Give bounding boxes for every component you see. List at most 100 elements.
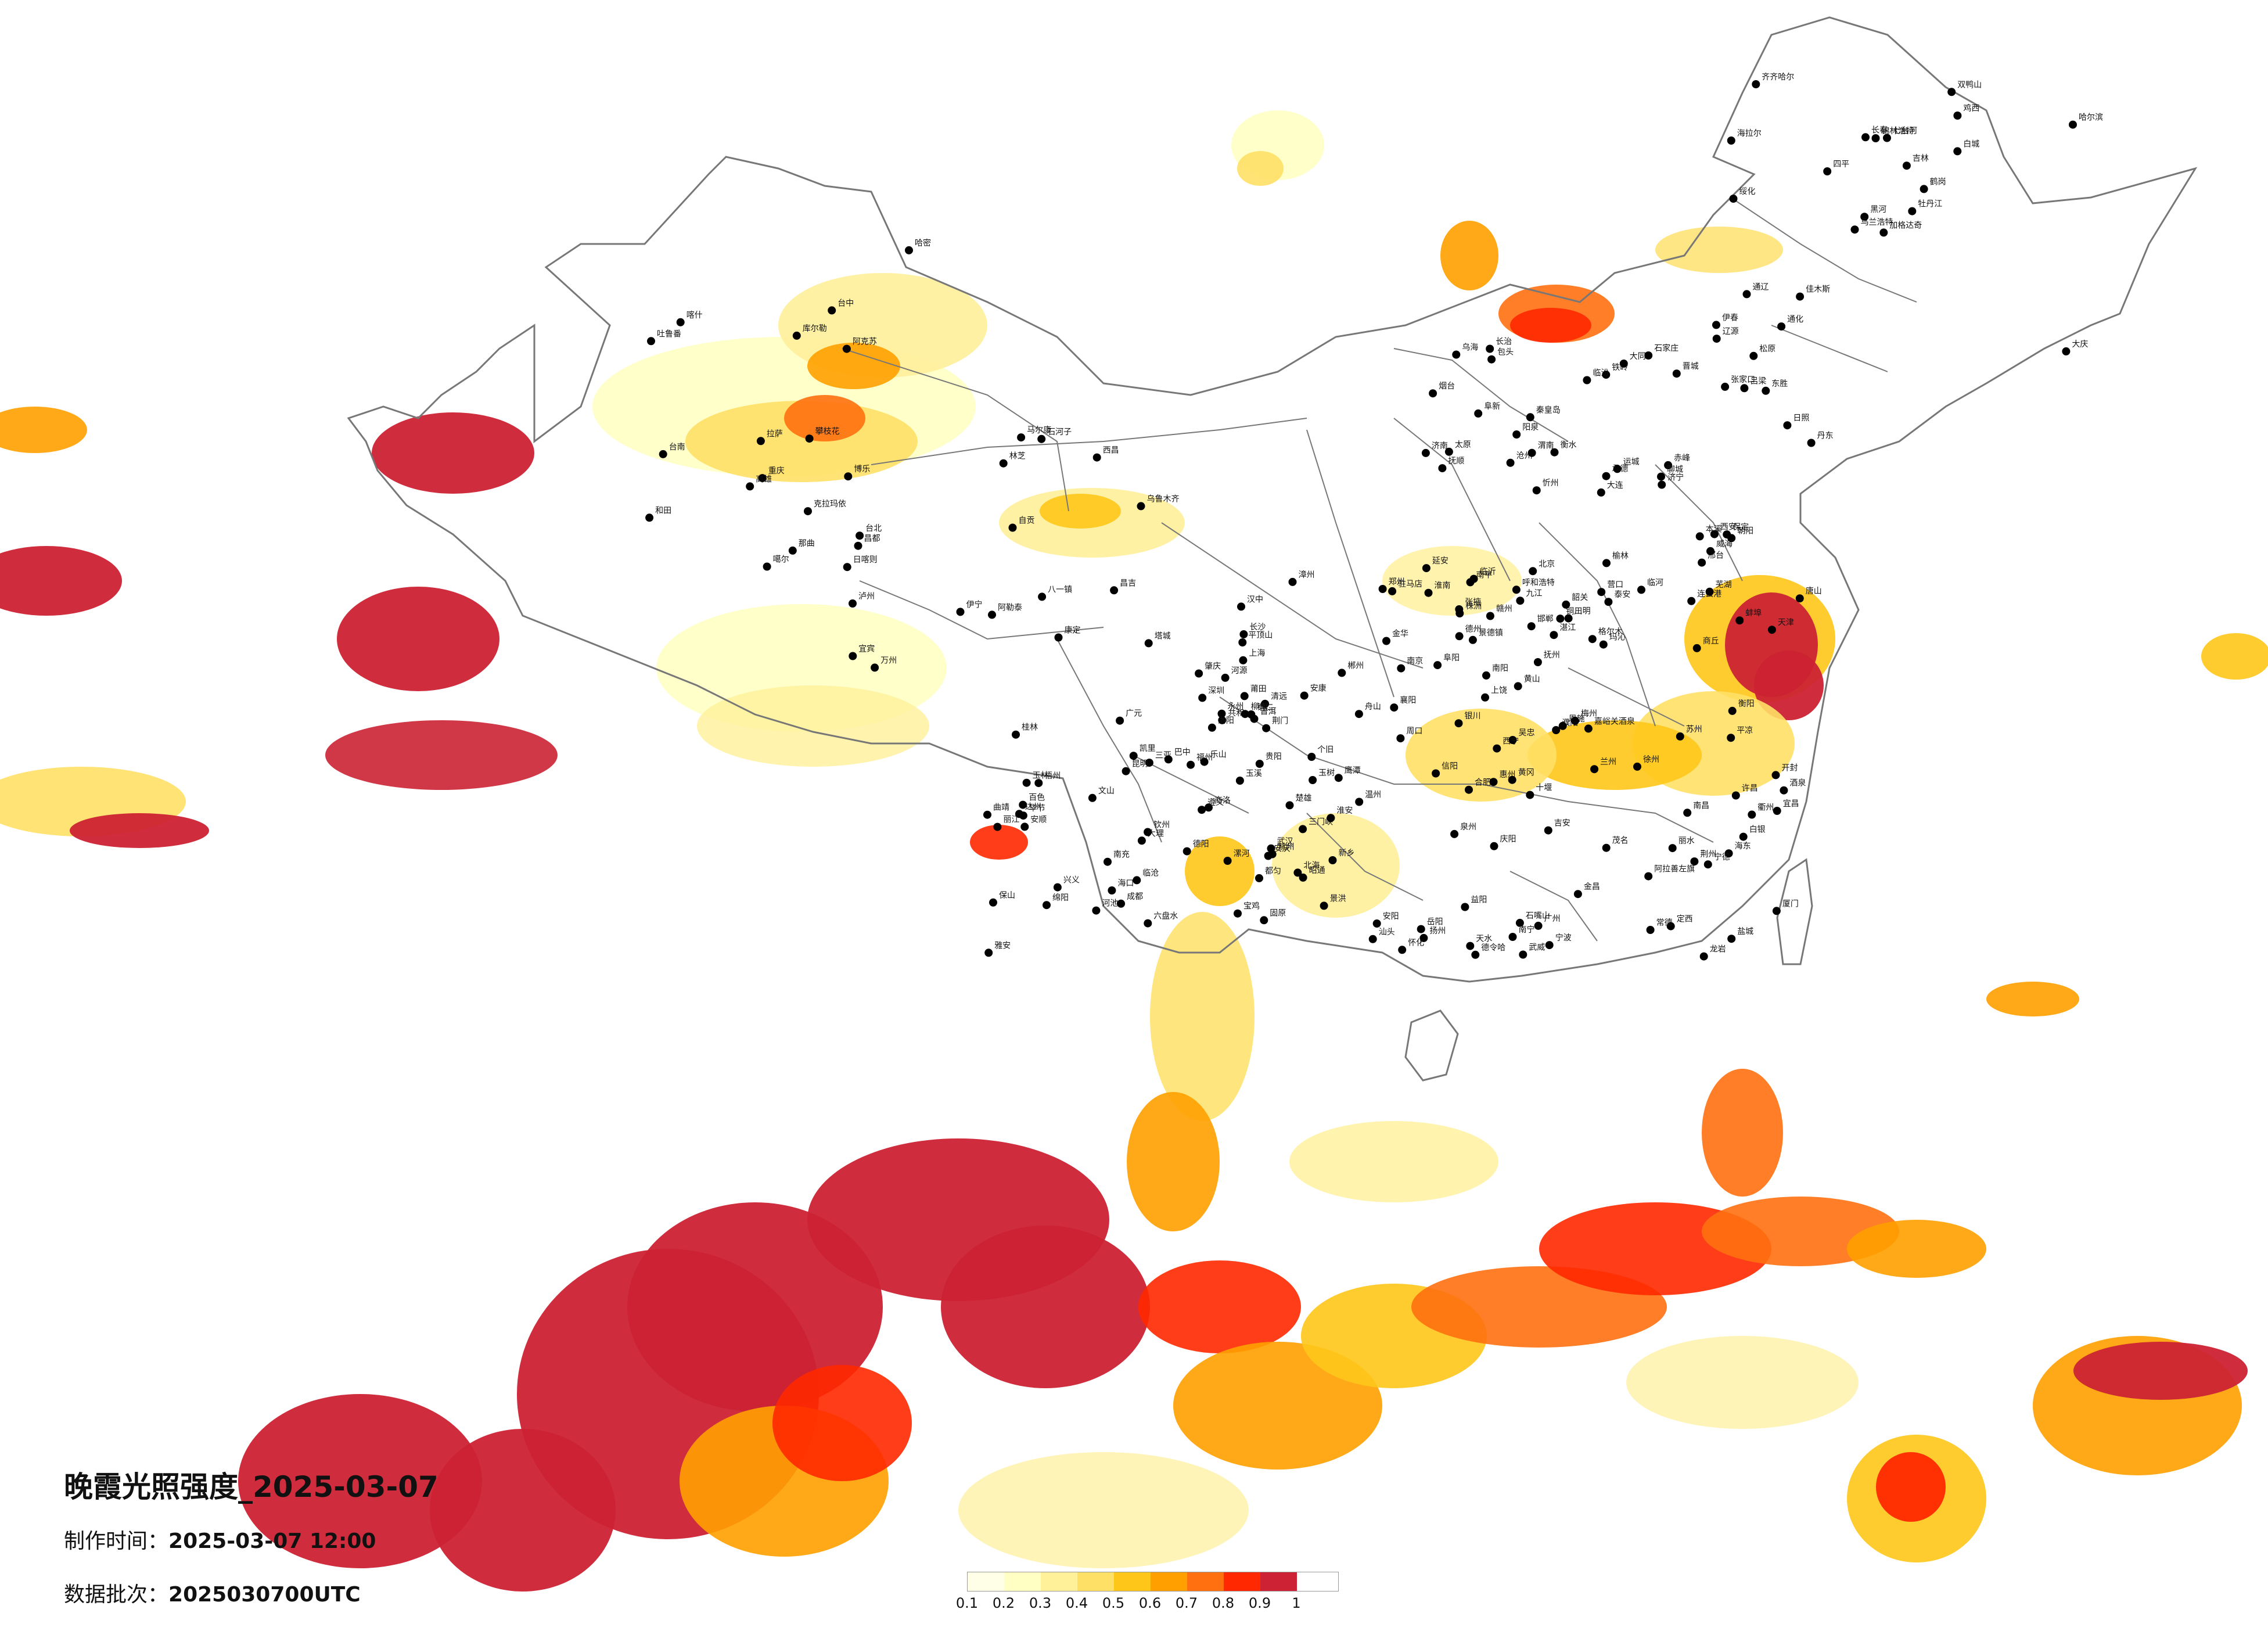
city-dot <box>1466 578 1475 587</box>
province-border <box>1539 522 1656 727</box>
city-label: 自贡 <box>1019 516 1035 526</box>
city-dot <box>1455 632 1464 641</box>
city-label: 武汉 <box>1277 837 1293 846</box>
province-borders <box>347 16 2198 1082</box>
city-dot <box>1783 421 1792 430</box>
city-dot <box>1288 577 1297 586</box>
city-marker: 白银 <box>1739 825 1766 841</box>
province-border <box>1306 813 1424 901</box>
city-marker: 乌兰浩特 <box>1850 218 1893 234</box>
intensity-patch <box>1626 1336 1859 1429</box>
city-dot <box>1902 161 1911 170</box>
city-label: 贵阳 <box>1266 752 1282 761</box>
city-dot <box>1198 806 1206 814</box>
city-dot <box>1590 765 1599 774</box>
city-marker: 齐齐哈尔 <box>1752 73 1794 88</box>
city-label: 定西 <box>1677 915 1693 924</box>
city-dot <box>1022 778 1031 787</box>
city-marker: 安顺 <box>1020 815 1047 831</box>
city-label: 牡丹江 <box>1918 200 1942 209</box>
city-marker: 三明 <box>1564 607 1591 623</box>
city-label: 长沙 <box>1249 623 1266 632</box>
city-label: 盐城 <box>1737 927 1753 936</box>
city-marker: 鸡西 <box>1953 103 1979 120</box>
city-dot <box>1444 447 1453 456</box>
legend-swatch <box>1114 1572 1151 1591</box>
city-label: 景德镇 <box>1479 628 1503 638</box>
title-block: 晚霞光照强度_2025-03-07 制作时间：2025-03-07 12:00 … <box>64 1464 438 1631</box>
city-marker: 吐鲁番 <box>647 329 681 346</box>
batch-value: 2025030700UTC <box>168 1583 361 1607</box>
city-dot <box>1699 952 1708 961</box>
city-marker: 衡水 <box>1550 441 1577 457</box>
city-label: 丹东 <box>1817 432 1834 441</box>
city-label: 厦门 <box>1782 899 1799 908</box>
city-label: 榆林 <box>1612 551 1629 561</box>
city-dot <box>1739 832 1748 841</box>
city-label: 深圳 <box>1208 686 1224 695</box>
city-label: 衡水 <box>1561 441 1577 450</box>
city-marker: 河池 <box>1092 899 1118 915</box>
city-dot <box>1182 847 1191 856</box>
province-border <box>871 418 1307 465</box>
city-label: 金昌 <box>1584 882 1600 892</box>
city-dot <box>1550 448 1559 457</box>
city-dot <box>1468 635 1477 644</box>
city-dot <box>1604 598 1613 606</box>
city-marker: 拉萨 <box>756 429 783 446</box>
city-dot <box>1338 669 1346 677</box>
city-marker: 长治 <box>1486 337 1512 353</box>
city-label: 蚌埠 <box>1745 608 1762 618</box>
city-marker: 日喀则 <box>843 555 878 572</box>
legend-tick-label: 0.3 <box>1029 1595 1052 1611</box>
city-marker: 唐山 <box>1795 586 1822 603</box>
city-label: 白城 <box>1963 139 1979 149</box>
city-dot <box>1532 486 1541 495</box>
city-label: 绵阳 <box>1052 893 1069 903</box>
city-dot <box>1054 633 1063 642</box>
legend-tick-label: 0.7 <box>1175 1595 1198 1611</box>
city-label: 呼和浩特 <box>1522 578 1555 587</box>
city-marker: 阜新 <box>1474 401 1500 418</box>
city-marker: 临沧 <box>1133 868 1159 885</box>
city-label: 酒泉 <box>1789 778 1806 788</box>
city-dot <box>1602 472 1611 480</box>
city-label: 日照 <box>1793 414 1809 423</box>
city-label: 朝阳 <box>1737 526 1753 536</box>
city-label: 商丘 <box>1703 637 1719 646</box>
city-label: 梧州 <box>1044 771 1061 781</box>
city-label: 昭通 <box>1309 866 1325 875</box>
city-dot <box>1034 779 1043 788</box>
city-dot <box>1807 439 1816 447</box>
legend-swatch <box>1260 1572 1297 1591</box>
intensity-patch <box>0 546 122 616</box>
city-dot <box>1599 640 1608 649</box>
city-marker: 汕头 <box>1368 928 1395 943</box>
city-marker: 海东 <box>1724 842 1751 858</box>
city-dot <box>1705 587 1714 596</box>
city-marker: 舟山 <box>1354 702 1381 718</box>
city-dot <box>1104 857 1112 866</box>
city-label: 阿克苏 <box>853 337 877 347</box>
city-label: 荆州 <box>1700 850 1716 859</box>
city-marker: 宁德 <box>1703 852 1730 869</box>
city-label: 东胜 <box>1771 379 1788 389</box>
city-marker: 双鸭山 <box>1947 80 1982 96</box>
city-dot <box>983 810 991 819</box>
city-marker: 晋城 <box>1672 362 1699 378</box>
city-marker: 台南 <box>659 443 685 458</box>
city-dot <box>1250 714 1259 723</box>
city-label: 淮南 <box>1435 581 1451 591</box>
city-dot <box>1731 791 1740 800</box>
city-marker: 海口 <box>1108 879 1134 894</box>
city-label: 普洱 <box>1260 707 1277 717</box>
city-label: 黄山 <box>1524 674 1540 684</box>
city-marker: 武汉 <box>1267 837 1293 853</box>
city-marker: 荆门 <box>1262 717 1288 732</box>
city-marker: 武威 <box>1519 943 1545 959</box>
city-marker: 德阳 <box>1182 840 1209 856</box>
city-label: 莆田 <box>1250 684 1267 694</box>
city-dot <box>1676 732 1684 741</box>
city-dot <box>1088 793 1097 802</box>
